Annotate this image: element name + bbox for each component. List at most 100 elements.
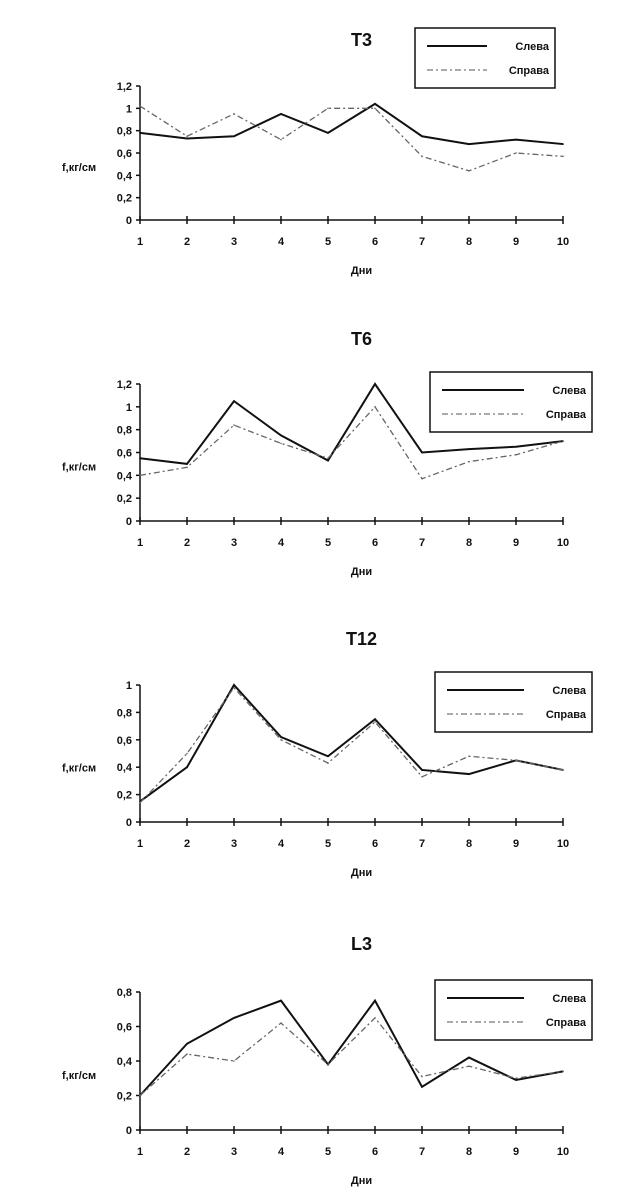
data-point <box>186 752 188 755</box>
x-tick-label: 6 <box>372 1146 378 1158</box>
y-tick-label: 0,8 <box>117 707 132 719</box>
data-point <box>186 135 188 138</box>
data-point <box>515 1079 517 1081</box>
x-axis-label: Дни <box>351 566 372 578</box>
data-point <box>233 400 235 402</box>
legend: Слева Справа <box>414 27 556 89</box>
data-point <box>327 459 329 462</box>
data-point <box>327 107 329 110</box>
series-line-right <box>139 105 564 172</box>
y-tick-label: 0,2 <box>117 1091 132 1103</box>
data-point <box>562 1070 564 1073</box>
series-line-right <box>139 405 564 480</box>
y-tick-label: 0,8 <box>117 425 132 437</box>
y-tick-label: 1 <box>126 103 132 115</box>
data-point <box>280 442 282 445</box>
y-tick-label: 0,6 <box>117 735 132 747</box>
data-point <box>374 999 376 1002</box>
data-point <box>280 999 282 1002</box>
x-tick-label: 8 <box>466 1146 472 1158</box>
data-point <box>139 802 141 804</box>
x-tick-label: 1 <box>137 838 143 850</box>
data-point <box>280 138 282 141</box>
data-point <box>280 434 282 437</box>
chart-title: T12 <box>346 629 377 649</box>
legend: Слева Справа <box>429 371 593 433</box>
data-point <box>186 463 188 465</box>
x-tick-label: 5 <box>325 838 331 850</box>
x-tick-label: 7 <box>419 236 425 248</box>
data-point <box>515 152 517 154</box>
data-point <box>562 143 564 145</box>
x-tick-label: 10 <box>557 236 569 248</box>
data-point <box>515 453 517 456</box>
data-point <box>280 1022 282 1024</box>
data-point <box>233 424 235 426</box>
data-point <box>374 406 376 408</box>
y-tick-label: 0 <box>126 215 132 227</box>
chart-t3: T3 0 0,2 0,4 0,6 0,8 1 1,2 1 2 3 4 5 6 7 8 9 10 Дни f,кг/см… <box>62 27 569 277</box>
data-point <box>468 1056 470 1059</box>
x-tick-label: 3 <box>231 236 237 248</box>
y-tick-label: 0 <box>126 817 132 829</box>
x-tick-label: 4 <box>278 1146 285 1158</box>
legend-box <box>429 371 593 433</box>
data-point <box>468 755 470 758</box>
chart-l3: L3 0 0,2 0,4 0,6 0,8 1 2 3 4 5 6 7 8 9 10 Дни f,кг/см Слев… <box>62 934 593 1187</box>
series-line-left <box>139 102 564 146</box>
data-point <box>139 105 141 107</box>
series-line-right <box>139 686 564 804</box>
data-point <box>186 766 188 768</box>
y-tick-label: 1 <box>126 402 132 414</box>
x-tick-label: 4 <box>278 838 285 850</box>
x-tick-label: 9 <box>513 236 519 248</box>
data-point <box>186 137 188 140</box>
x-tick-label: 5 <box>325 1146 331 1158</box>
x-tick-label: 8 <box>466 537 472 549</box>
x-tick-label: 3 <box>231 537 237 549</box>
data-point <box>186 1053 188 1055</box>
data-point <box>468 1065 470 1067</box>
data-point <box>374 1017 376 1019</box>
data-point <box>233 686 235 689</box>
data-point <box>139 474 141 477</box>
data-point <box>421 1075 423 1078</box>
x-axis-label: Дни <box>351 867 372 879</box>
y-axis-label: f,кг/см <box>62 1070 96 1082</box>
y-tick-label: 0,4 <box>117 170 133 182</box>
data-point <box>327 1063 329 1066</box>
y-tick-label: 1,2 <box>117 81 132 93</box>
x-tick-label: 9 <box>513 1146 519 1158</box>
x-axis-label: Дни <box>351 1175 372 1187</box>
data-point <box>233 1060 235 1062</box>
y-tick-label: 0,6 <box>117 148 132 160</box>
y-tick-label: 1 <box>126 680 132 692</box>
y-tick-label: 0 <box>126 1125 132 1137</box>
x-tick-label: 5 <box>325 537 331 549</box>
x-tick-label: 8 <box>466 838 472 850</box>
data-point <box>139 457 141 460</box>
chart-title: T3 <box>351 30 372 50</box>
x-tick-label: 3 <box>231 1146 237 1158</box>
data-point <box>374 721 376 723</box>
data-point <box>562 769 564 771</box>
legend-label: Справа <box>546 709 587 721</box>
data-point <box>374 107 376 110</box>
x-tick-label: 1 <box>137 1146 143 1158</box>
data-point <box>233 113 235 115</box>
data-point <box>468 773 470 775</box>
data-point <box>374 383 376 385</box>
series-line-left <box>139 683 564 803</box>
x-tick-label: 7 <box>419 1146 425 1158</box>
data-point <box>515 1077 517 1080</box>
y-tick-label: 1,2 <box>117 379 132 391</box>
x-tick-label: 10 <box>557 838 569 850</box>
x-tick-label: 1 <box>137 537 143 549</box>
series-line-left <box>139 998 564 1097</box>
x-tick-label: 2 <box>184 838 190 850</box>
y-tick-label: 0,2 <box>117 790 132 802</box>
x-tick-label: 10 <box>557 1146 569 1158</box>
x-tick-label: 3 <box>231 838 237 850</box>
data-point <box>139 132 141 134</box>
